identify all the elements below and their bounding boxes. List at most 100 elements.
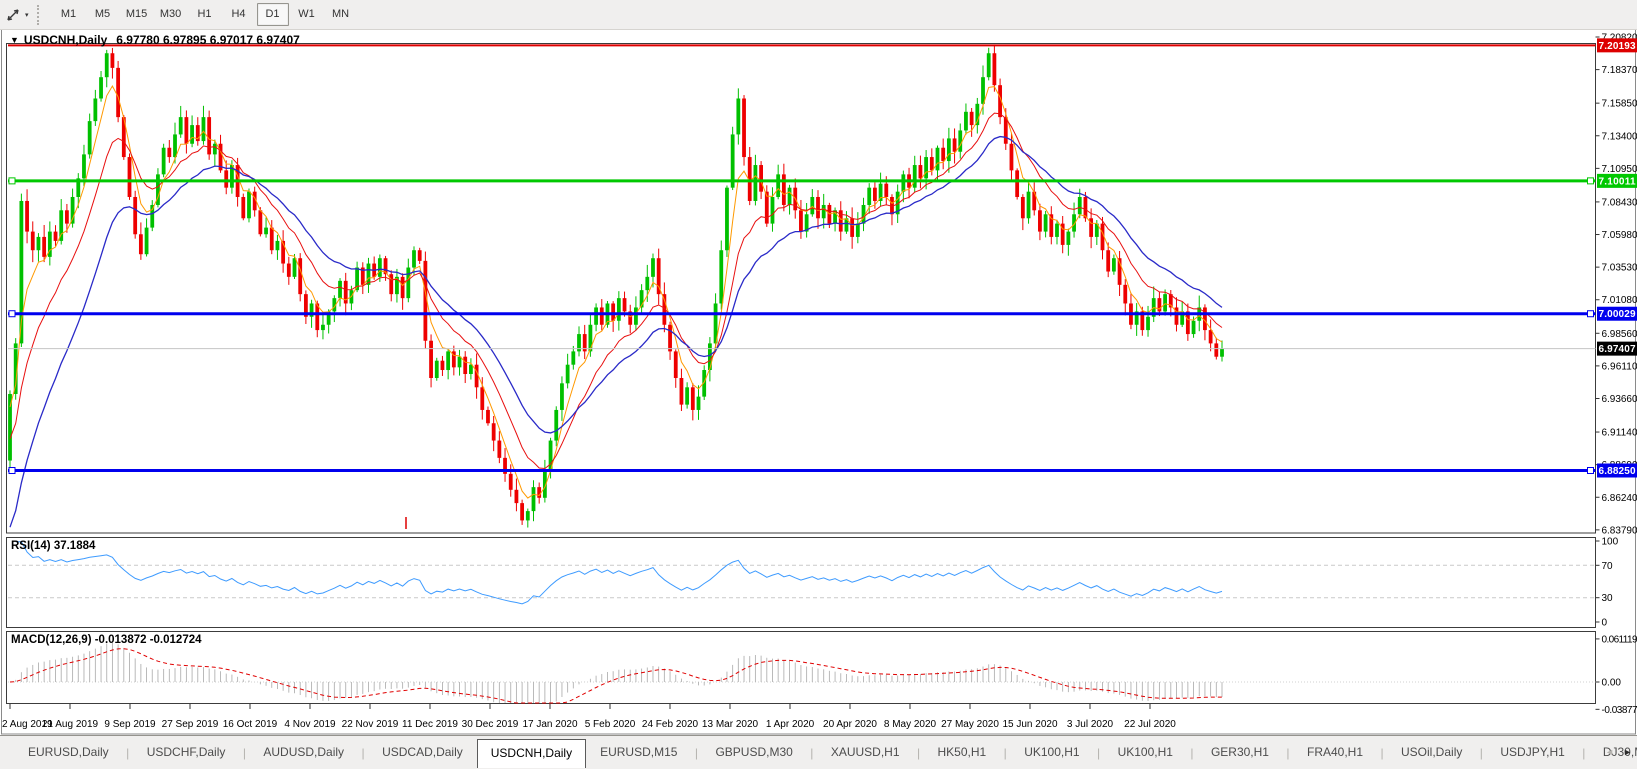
svg-text:30 Dec 2019: 30 Dec 2019 <box>462 719 519 730</box>
timeframe-button-m30[interactable]: M30 <box>159 8 182 20</box>
svg-text:7.10950: 7.10950 <box>1602 164 1637 175</box>
svg-text:7.15850: 7.15850 <box>1602 99 1637 110</box>
moving-averages <box>9 84 1223 528</box>
svg-text:6.88250: 6.88250 <box>1599 466 1636 477</box>
chart-tab-usoil-daily[interactable]: USOil,Daily <box>1401 745 1463 759</box>
hline-handle[interactable] <box>8 177 16 185</box>
chart-tab-dj30-m15[interactable]: DJ30,M15 <box>1602 745 1637 759</box>
svg-text:30: 30 <box>1602 593 1614 604</box>
chart-title-bar: ▼ USDCNH,Daily 6.97780 6.97895 6.97017 6.9… <box>10 33 300 47</box>
hline-handle[interactable] <box>1587 177 1594 185</box>
tab-separator: | <box>1479 745 1483 760</box>
chart-tab-xauusd-h1[interactable]: XAUUSD,H1 <box>830 745 900 759</box>
scroll-left-icon[interactable]: ◄ <box>1605 747 1615 757</box>
tab-separator: | <box>242 745 246 760</box>
svg-text:7.18370: 7.18370 <box>1602 65 1637 76</box>
svg-text:2 Aug 2019: 2 Aug 2019 <box>2 719 53 730</box>
timeframe-button-d1[interactable]: D1 <box>256 3 289 26</box>
svg-text:7.03530: 7.03530 <box>1602 263 1637 274</box>
timeframe-buttons: M1 M5 M15 M30 H1 H4 D1 W1 MN <box>52 3 358 26</box>
toolbar-grip[interactable] <box>36 4 43 25</box>
tab-separator: | <box>694 745 699 760</box>
collapse-triangle-icon[interactable]: ▼ <box>10 35 19 45</box>
hline-handle[interactable] <box>8 467 16 475</box>
price-badges: 7.20193 7.10011 7.00029 6.88250 6.97407 <box>1597 38 1637 478</box>
chart-tabs: EURUSD,Daily | USDCHF,Daily | AUDUSD,Daily | U… <box>14 738 1637 768</box>
svg-text:6.96110: 6.96110 <box>1602 361 1637 372</box>
svg-text:7.20820: 7.20820 <box>1602 33 1637 44</box>
symbol-period-label: USDCNH,Daily <box>23 33 108 47</box>
timeframe-button-w1[interactable]: W1 <box>298 8 315 20</box>
svg-text:0.061119: 0.061119 <box>1602 634 1637 645</box>
rsi-panel[interactable] <box>6 537 1596 628</box>
ma-fast-line <box>9 84 1223 499</box>
main-chart-panel[interactable] <box>6 43 1596 534</box>
chart-tab-bar: EURUSD,Daily | USDCHF,Daily | AUDUSD,Daily | U… <box>0 735 1637 769</box>
svg-text:-0.03877: -0.03877 <box>1602 705 1637 716</box>
chart-tab-ger30-h1[interactable]: GER30,H1 <box>1210 745 1269 759</box>
chart-tab-gbpusd-m30[interactable]: GBPUSD,M30 <box>715 745 793 759</box>
tab-separator: | <box>1380 745 1384 760</box>
svg-text:0.00: 0.00 <box>1602 678 1622 689</box>
svg-text:7.05980: 7.05980 <box>1602 230 1637 241</box>
svg-text:7.13400: 7.13400 <box>1602 131 1637 142</box>
chart-tab-usdjpy-h1[interactable]: USDJPY,H1 <box>1500 745 1565 759</box>
chart-tab-uk100-h1[interactable]: UK100,H1 <box>1117 745 1173 759</box>
tab-separator: | <box>1286 745 1290 760</box>
timeframe-button-h1[interactable]: H1 <box>197 8 212 20</box>
timeframe-button-m15[interactable]: M15 <box>125 8 148 20</box>
svg-text:4 Nov 2019: 4 Nov 2019 <box>284 719 336 730</box>
svg-text:20 Apr 2020: 20 Apr 2020 <box>823 719 877 730</box>
timeframe-button-mn[interactable]: MN <box>331 8 350 20</box>
price-level-lines[interactable] <box>8 44 1596 475</box>
timeframe-button-h4[interactable]: H4 <box>231 8 246 20</box>
tab-separator: | <box>126 745 130 760</box>
rsi-label: RSI(14) 37.1884 <box>11 540 96 552</box>
chart-tab-audusd-daily[interactable]: AUDUSD,Daily <box>263 745 345 759</box>
chart-tab-eurusd-daily[interactable]: EURUSD,Daily <box>28 745 109 759</box>
rsi-line <box>15 541 1223 605</box>
svg-text:22 Nov 2019: 22 Nov 2019 <box>342 719 399 730</box>
hline-handle[interactable] <box>8 310 16 318</box>
candlesticks <box>8 44 1224 528</box>
svg-text:9 Sep 2019: 9 Sep 2019 <box>104 719 156 730</box>
chart-tab-usdcnh-daily[interactable]: USDCNH,Daily <box>476 738 587 768</box>
svg-text:13 Mar 2020: 13 Mar 2020 <box>702 719 759 730</box>
chart-tab-usdchf-daily[interactable]: USDCHF,Daily <box>146 745 226 759</box>
chart-tab-uk100-h1[interactable]: UK100,H1 <box>1024 745 1080 759</box>
chart-tab-eurusd-m15[interactable]: EURUSD,M15 <box>600 745 678 759</box>
timeframe-button-m1[interactable]: M1 <box>60 8 77 20</box>
timeframe-button-m5[interactable]: M5 <box>94 8 111 20</box>
rsi-indicator: 100 70 30 0 <box>8 537 1619 629</box>
svg-text:6.93660: 6.93660 <box>1602 394 1637 405</box>
svg-text:17 Jan 2020: 17 Jan 2020 <box>522 719 577 730</box>
svg-text:5 Feb 2020: 5 Feb 2020 <box>585 719 636 730</box>
scroll-right-icon[interactable]: ► <box>1623 747 1632 757</box>
tab-separator: | <box>1003 745 1007 760</box>
macd-label: MACD(12,26,9) -0.013872 -0.012724 <box>11 634 202 646</box>
svg-text:7.00029: 7.00029 <box>1599 309 1636 320</box>
dropdown-caret-icon[interactable]: ▾ <box>25 11 29 19</box>
tab-separator: | <box>1097 745 1101 760</box>
tab-separator: | <box>810 745 814 760</box>
svg-text:7.10011: 7.10011 <box>1599 176 1636 187</box>
hline-handle[interactable] <box>1587 310 1594 318</box>
svg-text:6.91140: 6.91140 <box>1602 428 1637 439</box>
ma-slow-line <box>9 135 1223 528</box>
chart-cursor-tool-button[interactable]: ▾ <box>5 7 29 23</box>
svg-text:27 May 2020: 27 May 2020 <box>941 719 999 730</box>
svg-text:0: 0 <box>1602 618 1608 629</box>
tab-separator: | <box>916 745 921 760</box>
svg-text:70: 70 <box>1602 561 1614 572</box>
hline-handle[interactable] <box>1587 467 1594 475</box>
chart-tab-hk50-h1[interactable]: HK50,H1 <box>937 745 987 759</box>
chart-cursor-icon <box>7 8 19 21</box>
macd-indicator: 0.061119 0.00 -0.03877 <box>8 634 1637 716</box>
svg-text:11 Dec 2019: 11 Dec 2019 <box>402 719 458 730</box>
chart-tab-fra40-h1[interactable]: FRA40,H1 <box>1306 745 1364 759</box>
timeframe-toolbar: ▾ M1 M5 M15 M30 H1 H4 D1 W1 MN <box>0 0 1637 30</box>
chart-tab-usdcad-daily[interactable]: USDCAD,Daily <box>382 745 463 759</box>
svg-text:6.83790: 6.83790 <box>1602 525 1637 536</box>
